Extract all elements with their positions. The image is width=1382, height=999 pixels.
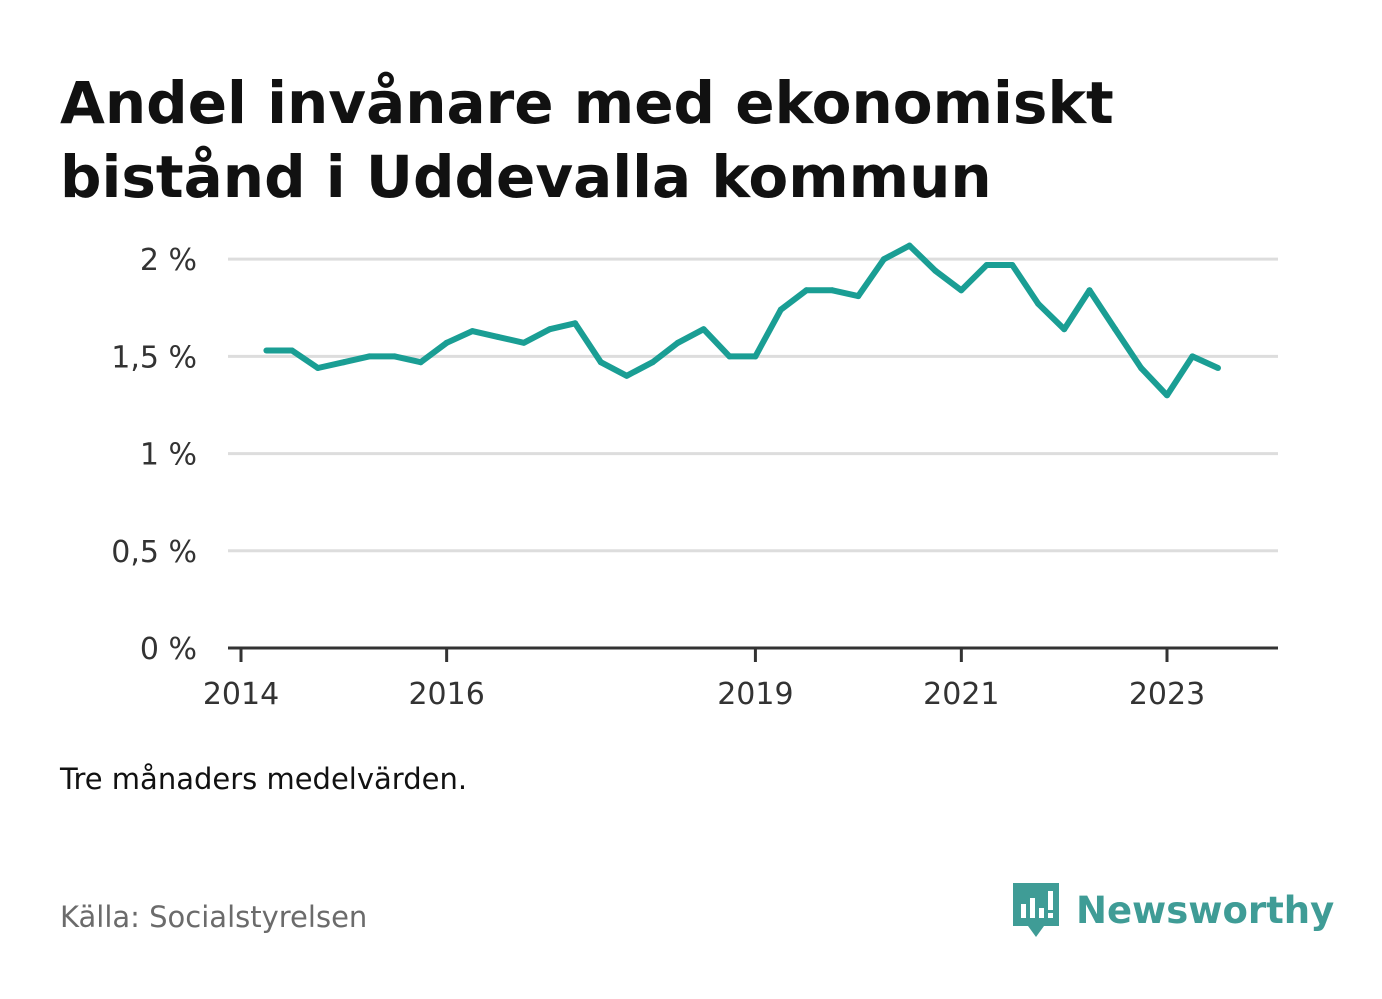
y-axis-ticks: 0 % 0,5 % 1 % 1,5 % 2 %: [111, 243, 197, 667]
line-chart: 0 % 0,5 % 1 % 1,5 % 2 % 2014 2016 2019 2021 2023: [111, 242, 1278, 712]
data-point: [1164, 392, 1170, 399]
data-point: [572, 320, 579, 327]
data-point: [855, 293, 862, 300]
data-point: [1215, 365, 1221, 371]
data-point: [829, 287, 836, 294]
data-point: [674, 339, 681, 346]
data-point: [752, 353, 759, 360]
data-point: [1189, 353, 1196, 360]
data-point: [494, 333, 501, 340]
data-point: [1009, 262, 1016, 268]
data-point: [417, 359, 424, 366]
data-point: [726, 353, 733, 360]
series-line: [266, 242, 1220, 399]
data-point: [958, 287, 965, 294]
chart-title: Andel invånare med ekonomiskt bistånd i …: [60, 69, 1114, 211]
y-tick-label: 1,5 %: [111, 340, 197, 375]
data-point: [649, 359, 656, 366]
data-point: [777, 306, 784, 313]
x-tick-label: 2023: [1129, 677, 1205, 712]
x-axis: 2014 2016 2019 2021 2023: [203, 646, 1278, 712]
data-point: [520, 339, 527, 346]
data-point: [803, 287, 810, 294]
data-point: [314, 365, 321, 371]
chart-note: Tre månaders medelvärden.: [60, 762, 468, 796]
x-tick-label: 2016: [408, 677, 484, 712]
x-tick-label: 2019: [717, 677, 793, 712]
data-point: [391, 353, 398, 360]
data-point: [932, 267, 939, 274]
series-layer: [263, 242, 1221, 399]
data-point: [597, 359, 604, 366]
data-point: [1138, 365, 1145, 371]
data-point: [880, 256, 887, 263]
data-point: [443, 339, 450, 346]
data-point: [700, 326, 707, 333]
data-point: [289, 347, 295, 354]
x-tick-label: 2014: [203, 677, 279, 712]
data-point: [1086, 287, 1093, 294]
x-tick-label: 2021: [923, 677, 999, 712]
data-point: [469, 328, 476, 335]
brand-logo[interactable]: Newsworthy: [1010, 880, 1334, 940]
data-point: [366, 353, 373, 360]
y-tick-label: 2 %: [140, 243, 197, 278]
data-point: [906, 242, 913, 249]
brand-name: Newsworthy: [1076, 888, 1335, 932]
data-point: [340, 359, 347, 366]
data-point: [1035, 300, 1042, 307]
data-point: [1112, 326, 1119, 333]
data-point: [263, 347, 270, 354]
gridlines: [228, 257, 1278, 553]
y-tick-label: 1 %: [140, 438, 197, 473]
data-point: [623, 372, 630, 379]
data-point: [1061, 326, 1068, 333]
y-tick-label: 0 %: [140, 632, 197, 667]
source-credit: Källa: Socialstyrelsen: [60, 900, 368, 934]
y-tick-label: 0,5 %: [111, 535, 197, 570]
data-point: [983, 262, 990, 268]
newsworthy-logo-icon: [1013, 883, 1059, 937]
data-point: [546, 326, 553, 333]
